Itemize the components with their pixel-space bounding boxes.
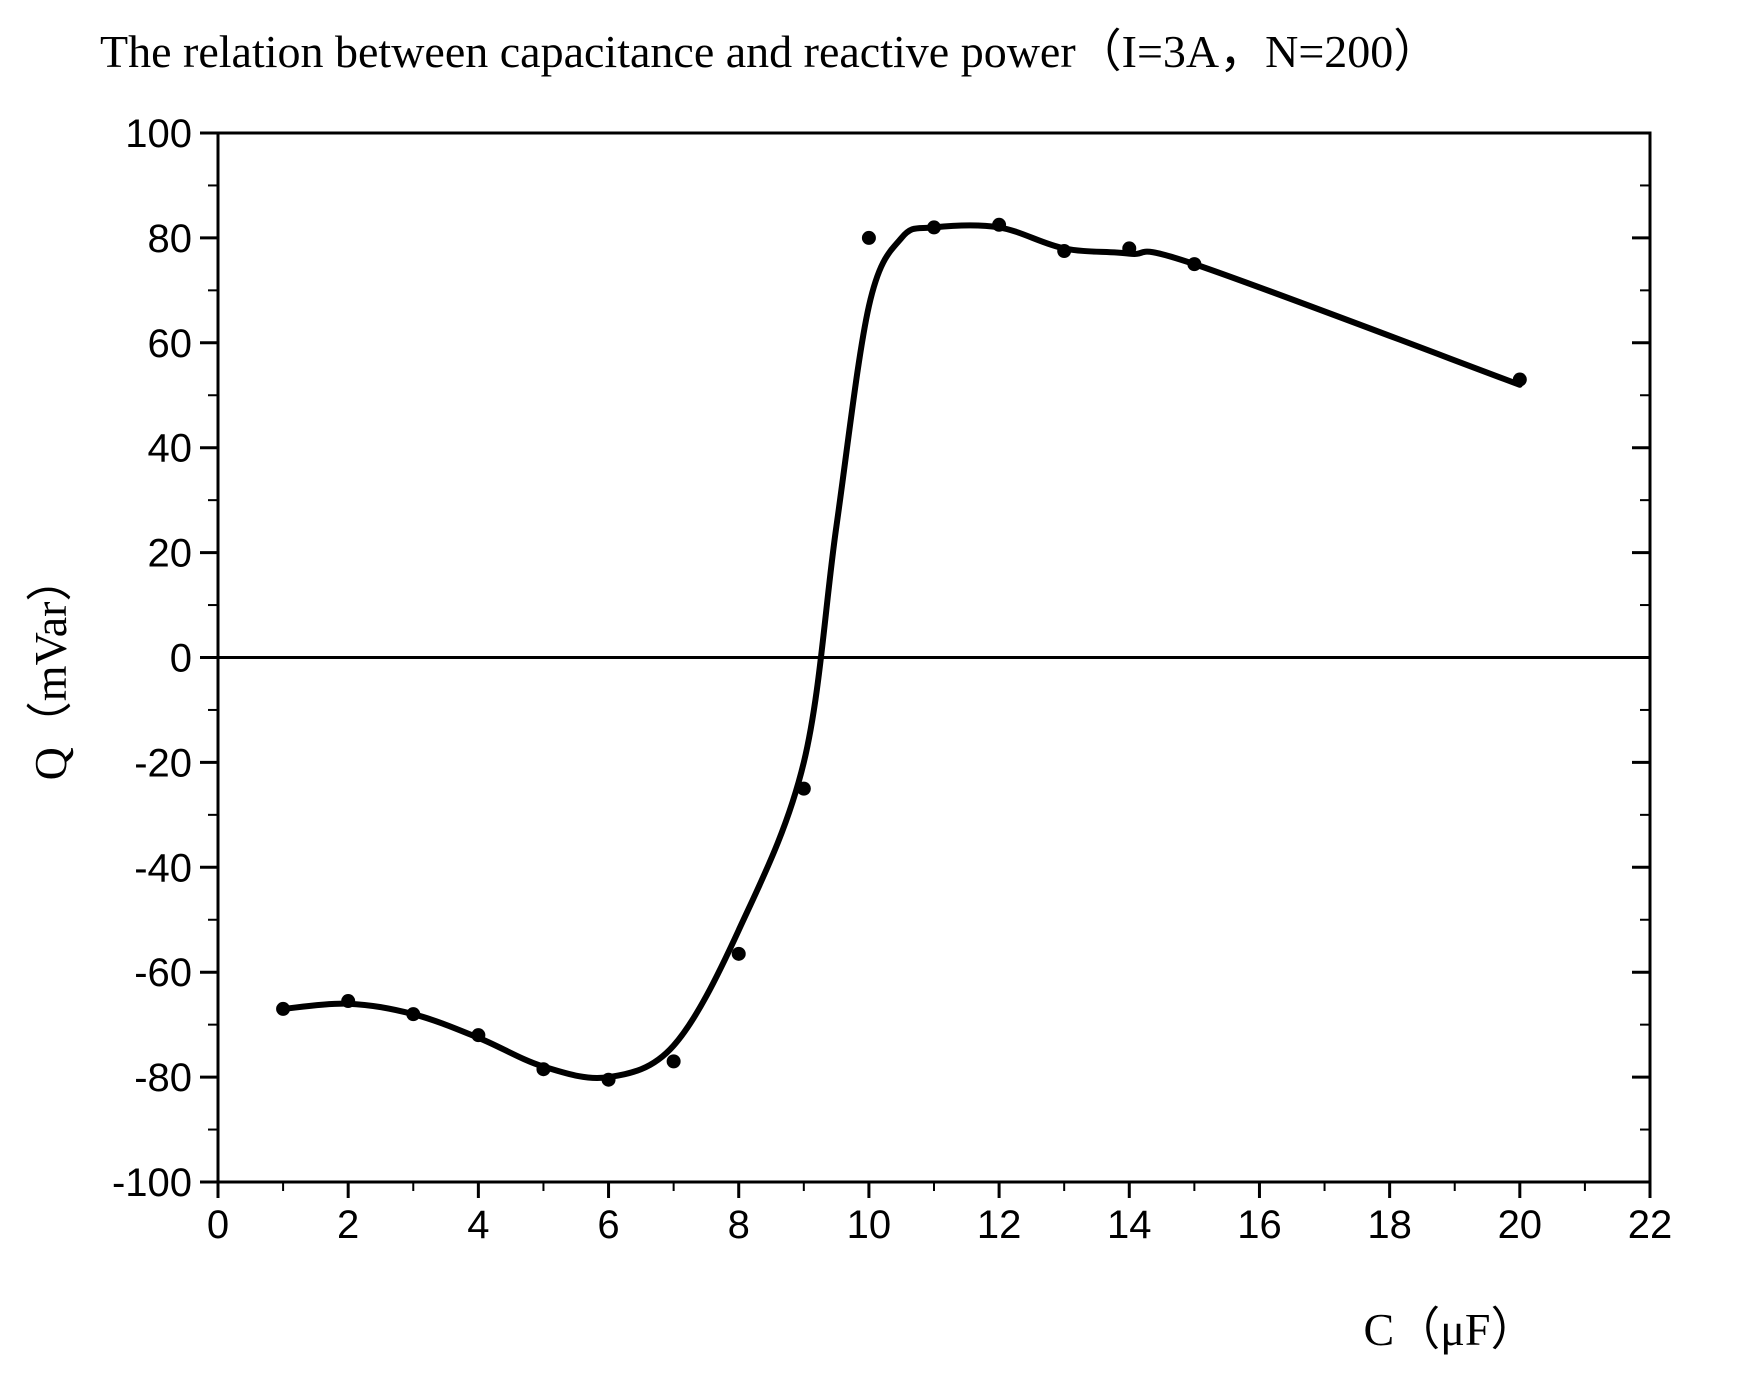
x-tick-label: 20: [1498, 1203, 1543, 1247]
x-axis-label: C（μF）: [1364, 1304, 1537, 1355]
x-tick-label: 10: [847, 1203, 892, 1247]
y-tick-label: 40: [148, 427, 193, 471]
y-tick-label: 0: [170, 637, 192, 681]
y-tick-label: -20: [134, 741, 192, 785]
y-tick-label: 100: [125, 112, 192, 156]
y-tick-label: -80: [134, 1056, 192, 1100]
y-tick-label: -100: [112, 1161, 192, 1205]
x-tick-label: 4: [467, 1203, 489, 1247]
data-point: [1512, 372, 1527, 387]
fit-curve: [280, 222, 1523, 1081]
y-tick-label: 20: [148, 532, 193, 576]
data-point: [927, 220, 941, 235]
chart-title: The relation between capacitance and rea…: [100, 26, 1439, 77]
y-tick-label: 80: [148, 217, 193, 261]
y-tick-label: -60: [134, 951, 192, 995]
data-point: [601, 1072, 616, 1087]
data-point: [1057, 244, 1072, 259]
x-tick-label: 6: [597, 1203, 619, 1247]
data-point: [536, 1062, 551, 1077]
x-tick-label: 22: [1628, 1203, 1673, 1247]
data-point: [406, 1007, 421, 1022]
x-tick-label: 12: [977, 1203, 1022, 1247]
data-point: [861, 230, 876, 245]
y-axis-label: Q（mVar）: [25, 556, 76, 781]
x-tick-label: 14: [1107, 1203, 1152, 1247]
x-tick-label: 0: [207, 1203, 229, 1247]
plot-area: -100 -80 -60 -40 -20 0 20 40 60 80 100 0 2 4 6 8 10 12 14 1…: [112, 112, 1672, 1247]
x-tick-label: 16: [1237, 1203, 1282, 1247]
y-tick-label: 60: [148, 322, 193, 366]
data-point: [666, 1054, 681, 1069]
data-point: [276, 1001, 291, 1016]
data-point: [1187, 257, 1202, 272]
data-point: [796, 781, 811, 796]
y-tick-label: -40: [134, 846, 192, 890]
x-tick-label: 2: [337, 1203, 359, 1247]
data-point: [471, 1028, 486, 1043]
data-point: [1122, 241, 1137, 256]
data-point: [341, 994, 356, 1009]
data-point: [731, 946, 746, 961]
data-point: [992, 217, 1007, 232]
x-tick-label: 18: [1367, 1203, 1412, 1247]
x-tick-label: 8: [728, 1203, 750, 1247]
